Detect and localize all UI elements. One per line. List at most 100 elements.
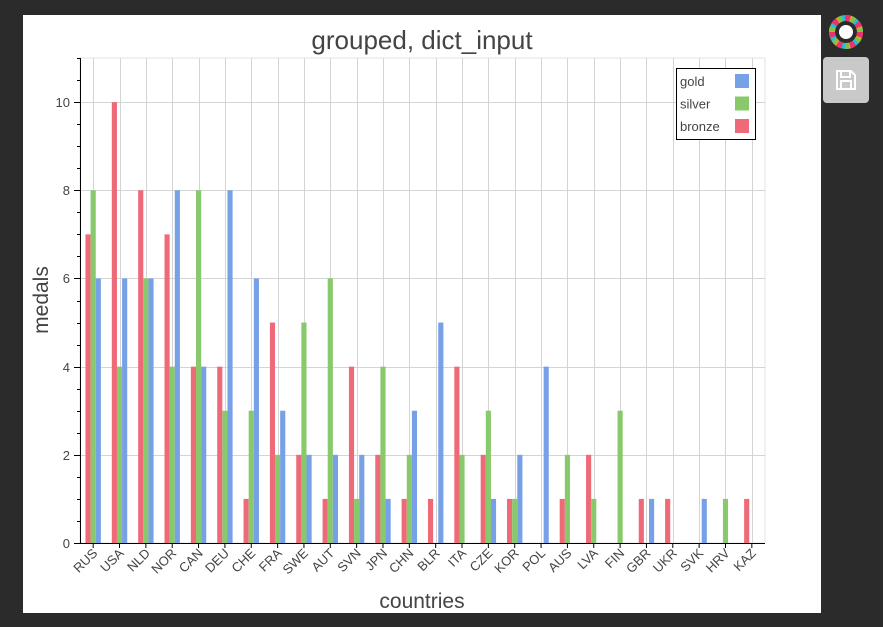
legend-swatch-silver — [735, 96, 749, 111]
x-tick-label-rus: RUS — [70, 545, 100, 575]
bar-bronze-cze — [480, 454, 486, 543]
save-icon — [836, 70, 856, 90]
bar-silver-can — [195, 190, 202, 543]
bar-bronze-usa — [111, 102, 117, 543]
bar-silver-fra — [275, 454, 281, 543]
bar-silver-rus — [90, 190, 96, 543]
bokeh-logo-icon[interactable] — [826, 12, 866, 52]
bar-bronze-svn — [348, 366, 355, 543]
y-tick-label: 2 — [63, 448, 70, 463]
plot-frame — [79, 57, 766, 544]
chart-title: grouped, dict_input — [311, 25, 533, 55]
x-tick-label-ukr: UKR — [650, 546, 680, 576]
x-tick-label-nld: NLD — [124, 546, 153, 575]
bar-bronze-rus — [85, 234, 91, 544]
bar-bronze-deu — [217, 366, 223, 543]
x-tick-label-kaz: KAZ — [730, 545, 759, 574]
bar-bronze-aus — [559, 498, 565, 543]
bar-silver-aus — [564, 454, 570, 543]
y-tick-label: 6 — [63, 271, 70, 286]
save-button[interactable] — [823, 57, 869, 103]
bar-gold-pol — [543, 366, 549, 543]
x-tick-label-fra: FRA — [256, 545, 285, 574]
x-tick-label-ita: ITA — [445, 545, 469, 569]
legend-swatch-gold — [735, 74, 749, 88]
bar-gold-blr — [438, 322, 444, 543]
bar-gold-svk — [701, 498, 707, 543]
x-tick-label-chn: CHN — [386, 546, 417, 577]
plot-panel: grouped, dict_input 0 2 4 6 8 10 RUS USA NLD NOR… — [23, 15, 821, 613]
bar-gold-deu — [227, 190, 233, 543]
x-tick-label-swe: SWE — [279, 545, 311, 577]
bar-gold-gbr — [649, 498, 655, 543]
bar-gold-rus — [95, 278, 101, 543]
bar-bronze-blr — [427, 498, 434, 543]
legend-label-gold: gold — [680, 74, 705, 89]
x-tick-label-hrv: HRV — [703, 545, 733, 575]
chart: grouped, dict_input 0 2 4 6 8 10 RUSUSANLDNOR… — [30, 25, 766, 613]
bar-silver-lva — [591, 498, 597, 543]
bar-silver-chn — [406, 454, 412, 543]
bar-bronze-can — [190, 366, 196, 543]
bar-silver-nld — [143, 278, 149, 543]
bar-gold-swe — [306, 454, 312, 543]
grid — [79, 57, 766, 544]
y-tick-label: 8 — [63, 183, 70, 198]
bar-silver-che — [248, 410, 254, 543]
x-axis-label: countries — [379, 590, 464, 613]
bar-silver-cze — [485, 410, 491, 543]
bar-bronze-ukr — [665, 498, 671, 543]
x-tick-label-nor: NOR — [148, 546, 179, 577]
x-tick-label-cze: CZE — [467, 545, 496, 574]
bar-gold-fra — [280, 410, 286, 543]
bar-gold-cze — [490, 498, 497, 543]
bar-bronze-swe — [296, 454, 302, 543]
bar-gold-jpn — [385, 498, 391, 543]
bar-bronze-ita — [454, 366, 460, 543]
y-tick-label: 4 — [63, 360, 70, 375]
bar-silver-svn — [354, 498, 360, 543]
bar-silver-deu — [222, 410, 228, 543]
y-tick-label: 0 — [63, 536, 70, 551]
x-tick-label-jpn: JPN — [362, 546, 390, 574]
bar-silver-hrv — [722, 498, 729, 543]
bar-bronze-che — [243, 498, 249, 543]
bars — [85, 102, 750, 544]
bar-gold-svn — [359, 454, 365, 543]
x-tick-label-svn: SVN — [334, 546, 364, 576]
x-tick-label-pol: POL — [519, 546, 548, 575]
x-tick-label-aus: AUS — [545, 545, 575, 575]
bar-silver-ita — [459, 454, 465, 543]
bar-silver-usa — [116, 366, 123, 543]
bar-gold-aut — [332, 454, 338, 543]
bar-bronze-nld — [138, 190, 144, 543]
bar-bronze-fra — [269, 322, 276, 543]
bar-silver-jpn — [380, 366, 386, 543]
x-tick-label-gbr: GBR — [623, 546, 654, 577]
axes — [74, 58, 765, 548]
x-tick-label-kor: KOR — [491, 546, 522, 577]
bar-gold-nld — [148, 278, 154, 543]
x-tick-label-aut: AUT — [308, 545, 337, 574]
bar-gold-kor — [517, 454, 523, 543]
legend-swatch-bronze — [735, 119, 749, 133]
bar-bronze-lva — [586, 454, 592, 543]
bar-bronze-chn — [401, 498, 407, 543]
bar-gold-usa — [122, 278, 128, 543]
bar-silver-aut — [327, 278, 333, 543]
bar-silver-fin — [617, 410, 623, 543]
bar-gold-can — [201, 366, 207, 543]
x-tick-label-usa: USA — [97, 545, 127, 575]
y-axis-label: medals — [30, 266, 53, 334]
bar-silver-nor — [169, 366, 175, 543]
bar-gold-che — [253, 278, 259, 543]
bar-silver-swe — [301, 322, 307, 543]
x-tick-labels: RUSUSANLDNORCANDEUCHEFRASWEAUTSVNJPNCHNB… — [70, 545, 759, 577]
bar-bronze-gbr — [638, 498, 644, 543]
bar-gold-chn — [411, 410, 418, 543]
y-tick-labels: 0 2 4 6 8 10 — [56, 95, 70, 551]
bar-bronze-aut — [322, 498, 328, 543]
bar-gold-nor — [174, 190, 180, 543]
bar-bronze-nor — [164, 234, 170, 544]
x-tick-label-lva: LVA — [574, 545, 601, 572]
